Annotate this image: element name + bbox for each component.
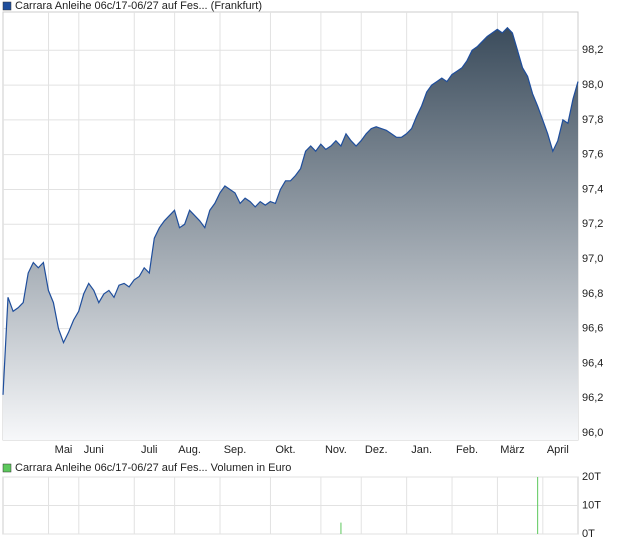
x-tick-label: Feb.: [456, 444, 478, 456]
y-tick-label: 10T: [582, 499, 601, 511]
x-tick-label: Dez.: [365, 444, 388, 456]
y-tick-label: 96,8: [582, 288, 603, 300]
y-tick-label: 96,0: [582, 427, 603, 439]
y-tick-label: 96,2: [582, 392, 603, 404]
y-tick-label: 98,0: [582, 79, 603, 91]
legend-label: Carrara Anleihe 06c/17-06/27 auf Fes... …: [15, 0, 262, 12]
volume-bar: [537, 477, 539, 534]
y-tick-label: 96,6: [582, 323, 603, 335]
x-tick-label: Jan.: [411, 444, 432, 456]
y-tick-label: 20T: [582, 471, 601, 483]
y-tick-label: 0T: [582, 528, 595, 540]
y-tick-label: 97,8: [582, 114, 603, 126]
y-tick-label: 97,4: [582, 183, 603, 195]
x-tick-label: März: [500, 444, 524, 456]
y-tick-label: 97,6: [582, 149, 603, 161]
legend-label: Carrara Anleihe 06c/17-06/27 auf Fes... …: [15, 462, 291, 474]
x-tick-label: Okt.: [275, 444, 295, 456]
volume-bar: [340, 522, 342, 534]
x-tick-label: Nov.: [325, 444, 347, 456]
y-tick-label: 97,2: [582, 218, 603, 230]
x-tick-label: Juni: [84, 444, 104, 456]
price-line: [2, 26, 579, 395]
y-tick-label: 98,2: [582, 44, 603, 56]
x-tick-label: Mai: [55, 444, 73, 456]
x-tick-label: Juli: [141, 444, 158, 456]
y-tick-label: 96,4: [582, 357, 603, 369]
legend-swatch: [2, 1, 12, 11]
x-tick-label: Sep.: [224, 444, 247, 456]
x-tick-label: April: [547, 444, 569, 456]
area-fill: [3, 27, 578, 440]
y-tick-label: 97,0: [582, 253, 603, 265]
legend-swatch: [2, 463, 12, 473]
x-tick-label: Aug.: [178, 444, 201, 456]
